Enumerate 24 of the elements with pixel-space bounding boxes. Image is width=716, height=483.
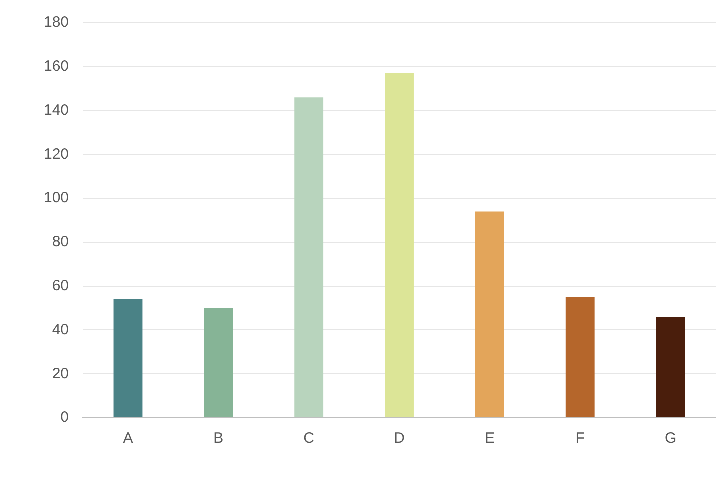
y-tick-label: 100 <box>44 190 70 207</box>
bar <box>294 98 324 418</box>
x-tick-label: D <box>394 430 406 448</box>
bar <box>204 308 234 418</box>
y-tick-label: 0 <box>60 409 70 426</box>
bar <box>475 212 504 418</box>
y-tick-label: 180 <box>44 14 70 32</box>
x-tick-label: E <box>484 430 495 448</box>
bar <box>656 317 686 418</box>
y-tick-label: 120 <box>44 146 70 163</box>
x-tick-label: C <box>304 430 315 448</box>
x-tick-label: F <box>576 430 585 448</box>
y-tick-label: 20 <box>52 365 70 382</box>
bar <box>566 297 595 418</box>
y-tick-label: 60 <box>52 277 70 294</box>
y-tick-label: 80 <box>52 234 70 251</box>
y-tick-label: 40 <box>52 321 70 338</box>
bar <box>114 300 143 418</box>
x-tick-label: A <box>123 430 134 448</box>
x-tick-label: B <box>214 430 224 448</box>
bar <box>385 73 414 418</box>
y-tick-label: 140 <box>44 102 70 119</box>
x-tick-label: G <box>664 430 677 448</box>
y-tick-label: 160 <box>44 58 70 76</box>
